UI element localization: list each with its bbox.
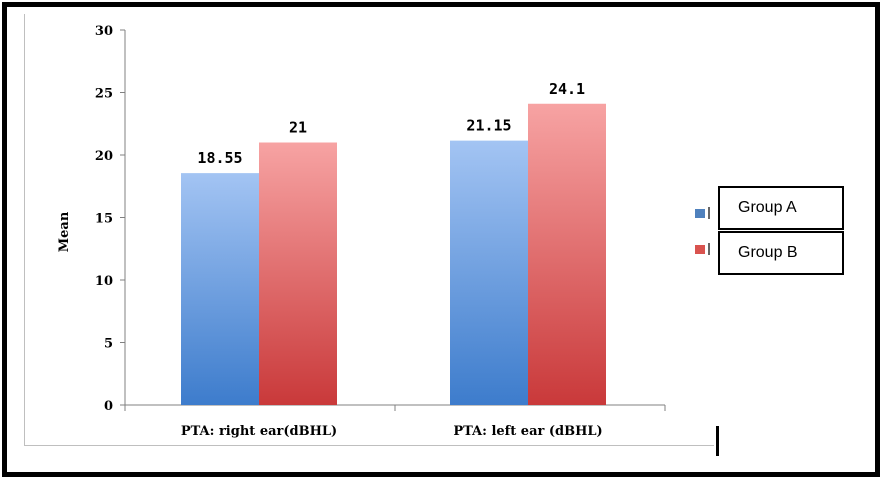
legend-item-group-b: Group B — [718, 231, 844, 275]
data-label: 21 — [289, 119, 307, 137]
axes: 0 5 10 15 20 25 30 — [95, 24, 666, 414]
y-tick-label: 30 — [95, 24, 113, 39]
stray-vertical-mark — [716, 426, 719, 456]
x-category-label: PTA: right ear(dBHL) — [181, 424, 337, 439]
legend-tick-group-a — [708, 207, 710, 219]
data-label: 24.1 — [549, 80, 585, 98]
legend-item-group-a: Group A — [718, 186, 844, 230]
y-tick-label: 10 — [95, 274, 113, 289]
bar-group-a-1 — [450, 140, 528, 405]
y-tick-label: 25 — [95, 87, 113, 102]
bar-group-a-0 — [181, 173, 259, 405]
plot-area-left-border — [24, 14, 25, 446]
y-tick-label: 20 — [95, 149, 113, 164]
bar-group-b-1 — [528, 103, 606, 405]
data-label: 21.15 — [466, 117, 511, 135]
legend-swatch-group-b — [695, 245, 705, 254]
plot-area-bottom-border — [24, 445, 714, 446]
y-tick-label: 15 — [95, 212, 113, 227]
legend-swatch-group-a — [695, 209, 705, 218]
x-category-label: PTA: left ear (dBHL) — [453, 424, 602, 439]
bars — [181, 103, 606, 405]
legend-label-group-b: Group B — [738, 244, 798, 261]
y-tick-label: 5 — [104, 337, 113, 352]
y-axis-label: Mean — [57, 211, 72, 252]
data-label: 18.55 — [197, 149, 242, 167]
legend-label-group-a: Group A — [738, 199, 797, 216]
legend-tick-group-b — [708, 243, 710, 255]
bar-group-b-0 — [259, 142, 337, 405]
labels: 18.55 21 PTA: right ear(dBHL) 21.15 24.1 PTA:… — [181, 80, 603, 439]
y-tick-label: 0 — [104, 399, 113, 414]
